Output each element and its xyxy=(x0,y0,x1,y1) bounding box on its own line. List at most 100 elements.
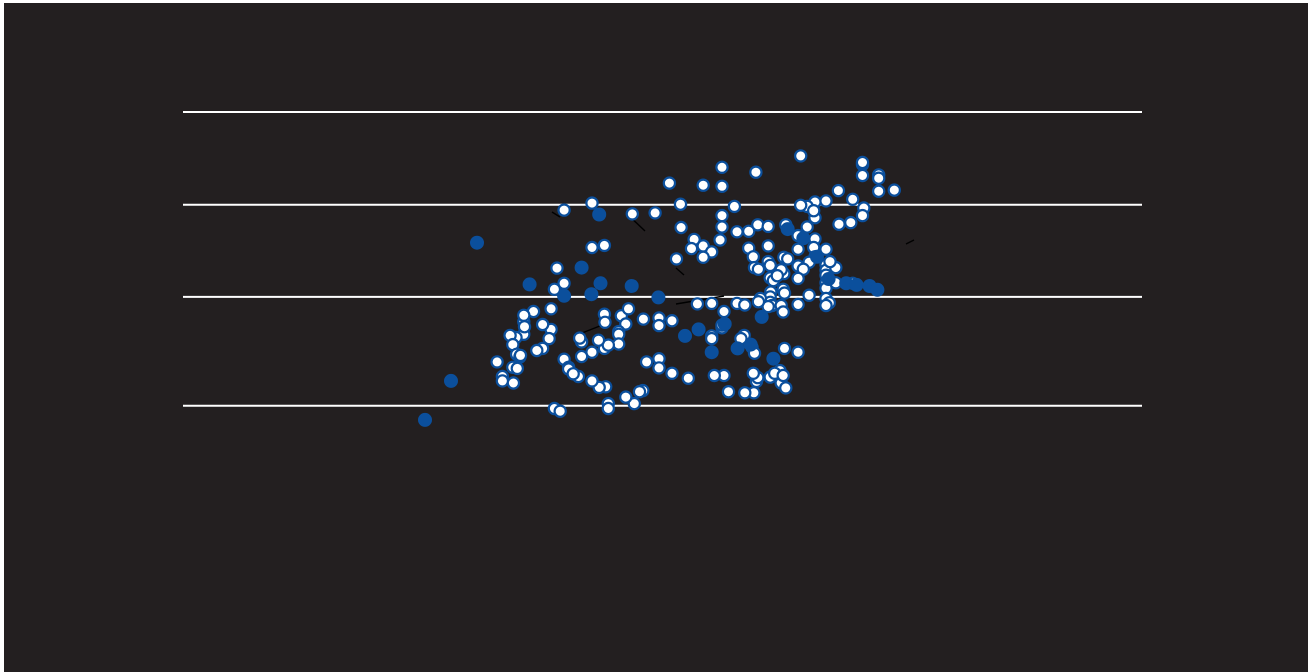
hollow-point-179 xyxy=(696,178,710,192)
hollow-point-83 xyxy=(776,305,790,319)
solid-point-21 xyxy=(821,272,836,286)
solid-point-12 xyxy=(704,345,719,360)
hollow-point-98 xyxy=(705,331,719,346)
solid-point-14 xyxy=(730,341,745,356)
hollow-point-178 xyxy=(673,197,688,211)
hollow-point-162 xyxy=(585,196,599,210)
hollow-point-3 xyxy=(855,155,870,170)
hollow-point-185 xyxy=(542,331,556,346)
hollow-point-152 xyxy=(566,367,580,381)
hollow-point-103 xyxy=(791,345,805,359)
solid-point-15 xyxy=(743,337,758,352)
hollow-point-18 xyxy=(715,179,729,193)
hollow-point-137 xyxy=(573,331,587,345)
hollow-point-16 xyxy=(819,194,833,208)
hollow-point-166 xyxy=(544,302,558,316)
solid-point-6 xyxy=(574,260,589,275)
hollow-point-110 xyxy=(746,366,761,380)
hollow-point-129 xyxy=(601,401,616,416)
hollow-point-127 xyxy=(619,390,633,404)
hollow-point-23 xyxy=(715,220,729,234)
solid-point-22 xyxy=(839,276,854,291)
hollow-point-184 xyxy=(585,240,599,255)
solid-point-2 xyxy=(444,373,458,388)
solid-point-4 xyxy=(522,277,537,292)
hollow-point-189 xyxy=(506,376,521,390)
hollow-point-32 xyxy=(713,233,727,247)
hollow-point-177 xyxy=(648,206,662,220)
hollow-point-92 xyxy=(738,298,752,312)
hollow-point-116 xyxy=(721,385,736,399)
solid-point-5 xyxy=(557,288,572,303)
hollow-point-11 xyxy=(887,183,902,197)
hollow-point-123 xyxy=(639,355,654,369)
hollow-point-156 xyxy=(591,333,606,347)
solid-point-11 xyxy=(691,322,706,337)
hollow-point-88 xyxy=(819,298,833,313)
solid-point-19 xyxy=(796,231,811,246)
hollow-point-171 xyxy=(517,308,531,322)
hollow-point-38 xyxy=(832,217,846,231)
hollow-point-35 xyxy=(696,250,710,264)
hollow-point-72 xyxy=(823,254,837,269)
hollow-point-84 xyxy=(791,297,805,312)
hollow-point-17 xyxy=(807,203,821,218)
hollow-point-7 xyxy=(872,184,886,198)
hollow-point-85 xyxy=(802,288,816,302)
hollow-point-165 xyxy=(557,276,571,290)
solid-point-9 xyxy=(651,290,666,305)
hollow-point-81 xyxy=(751,295,766,309)
hollow-point-140 xyxy=(598,315,612,329)
data-points xyxy=(418,149,902,427)
hollow-point-36 xyxy=(855,208,870,223)
hollow-point-132 xyxy=(585,374,599,388)
hollow-point-22 xyxy=(715,208,729,223)
solid-point-10 xyxy=(678,328,692,343)
hollow-point-9 xyxy=(831,183,846,198)
hollow-point-28 xyxy=(730,225,744,239)
hollow-point-142 xyxy=(621,302,636,316)
hollow-point-90 xyxy=(705,296,719,311)
hollow-point-93 xyxy=(717,304,731,319)
annotation-stroke-3 xyxy=(675,267,685,276)
hollow-point-164 xyxy=(547,282,562,296)
hollow-point-31 xyxy=(684,241,699,256)
hollow-point-186 xyxy=(530,343,544,358)
hollow-point-115 xyxy=(738,386,752,400)
hollow-point-122 xyxy=(652,361,666,375)
hollow-point-45 xyxy=(746,250,761,264)
hollow-point-20 xyxy=(727,199,742,214)
hollow-point-5 xyxy=(872,171,886,185)
hollow-point-6 xyxy=(855,168,870,183)
hollow-point-30 xyxy=(674,220,688,235)
hollow-point-113 xyxy=(779,381,793,395)
hollow-point-1 xyxy=(794,149,808,163)
hollow-point-149 xyxy=(574,349,589,364)
hollow-point-94 xyxy=(665,314,679,328)
hollow-point-125 xyxy=(632,385,647,399)
hollow-point-126 xyxy=(627,396,642,411)
hollow-point-39 xyxy=(800,220,814,234)
hollow-point-63 xyxy=(770,269,785,283)
solid-point-25 xyxy=(870,282,885,297)
hollow-point-49 xyxy=(819,242,833,256)
hollow-point-8 xyxy=(749,165,763,179)
solid-point-1 xyxy=(418,412,432,427)
hollow-point-192 xyxy=(490,355,504,369)
solid-point-8 xyxy=(624,279,639,293)
hollow-point-187 xyxy=(513,348,528,363)
solid-point-18 xyxy=(780,222,795,237)
hollow-point-119 xyxy=(681,371,696,385)
hollow-point-143 xyxy=(636,312,651,326)
solid-point-7 xyxy=(593,276,608,291)
hollow-point-145 xyxy=(652,318,666,333)
hollow-point-163 xyxy=(557,203,571,217)
hollow-point-27 xyxy=(742,224,756,238)
hollow-point-104 xyxy=(777,341,792,356)
hollow-point-183 xyxy=(597,238,612,253)
solid-point-16 xyxy=(754,309,769,324)
hollow-point-40 xyxy=(761,219,775,234)
hollow-point-41 xyxy=(761,239,775,253)
chart-background xyxy=(4,3,1308,672)
